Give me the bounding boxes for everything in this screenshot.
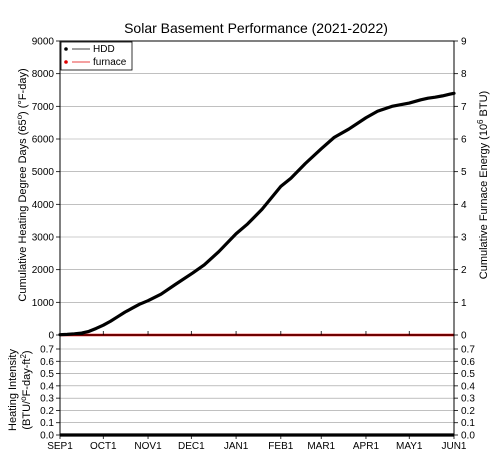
top-right-axis-label: Cumulative Furnace Energy (106 BTU) (476, 91, 490, 279)
x-tick-label: JAN1 (224, 441, 249, 452)
top-panel-frame (59, 40, 455, 336)
top-left-tick-label: 1000 (32, 298, 55, 309)
top-right-ticks: 0 1 2 3 4 5 6 7 8 9 (454, 37, 467, 342)
top-left-tick-label: 0 (48, 331, 54, 342)
bottom-left-tick-label: 0.6 (40, 357, 54, 368)
bottom-right-tick-label: 0.1 (461, 418, 475, 429)
top-left-tick-label: 8000 (32, 69, 55, 80)
x-tick-label: FEB1 (268, 441, 293, 452)
bottom-right-tick-label: 0.6 (461, 357, 475, 368)
bottom-left-tick-label: 0.7 (40, 345, 54, 356)
top-left-tick-label: 4000 (32, 200, 55, 211)
legend-furnace-label: furnace (93, 57, 127, 68)
top-panel-grid (60, 40, 454, 336)
top-right-tick-label: 5 (461, 167, 467, 178)
bottom-x-ticks: SEP1 OCT1 NOV1 DEC1 JAN1 FEB1 MAR1 APR1 MAY1 JUN1 (47, 331, 467, 452)
x-tick-label: MAY1 (396, 441, 423, 452)
x-tick-label: NOV1 (134, 441, 162, 452)
legend-box (60, 41, 133, 71)
legend-hdd-marker (64, 47, 68, 51)
bottom-left-tick-label: 0.2 (40, 406, 54, 417)
hdd-series-line (58, 91, 456, 337)
bottom-right-tick-label: 0.0 (461, 431, 475, 442)
chart-title: Solar Basement Performance (2021-2022) (124, 20, 388, 36)
top-left-tick-label: 6000 (32, 135, 55, 146)
bottom-left-tick-label: 0.3 (40, 394, 54, 405)
bottom-panel-frame (59, 334, 455, 436)
top-left-tick-label: 3000 (32, 233, 55, 244)
top-right-tick-label: 4 (461, 200, 467, 211)
x-tick-label: MAR1 (307, 441, 335, 452)
top-right-tick-label: 6 (461, 135, 467, 146)
bottom-right-tick-label: 0.4 (461, 381, 475, 392)
top-left-tick-label: 7000 (32, 102, 55, 113)
top-right-tick-label: 3 (461, 233, 467, 244)
legend-hdd-label: HDD (93, 44, 115, 55)
bottom-left-tick-label: 0.0 (40, 431, 54, 442)
top-right-tick-label: 0 (461, 331, 467, 342)
bottom-left-tick-label: 0.1 (40, 418, 54, 429)
legend: HDD furnace (60, 41, 133, 71)
x-tick-label: SEP1 (47, 441, 73, 452)
top-left-axis-label: Cumulative Heating Degree Days (65o) (°F… (15, 68, 29, 301)
x-tick-label: APR1 (353, 441, 380, 452)
top-left-tick-label: 5000 (32, 167, 55, 178)
top-left-tick-label: 9000 (32, 37, 55, 48)
top-right-tick-label: 8 (461, 69, 467, 80)
top-right-tick-label: 1 (461, 298, 467, 309)
bottom-right-tick-label: 0.7 (461, 345, 475, 356)
bottom-right-tick-label: 0.2 (461, 406, 475, 417)
bottom-left-tick-label: 0.5 (40, 369, 54, 380)
x-tick-label: OCT1 (90, 441, 117, 452)
legend-furnace-marker (64, 60, 68, 64)
bottom-right-tick-label: 0.3 (461, 394, 475, 405)
top-panel-series (58, 91, 456, 337)
top-right-tick-label: 7 (461, 102, 467, 113)
bottom-right-tick-label: 0.5 (461, 369, 475, 380)
top-left-tick-label: 2000 (32, 265, 55, 276)
bottom-right-ticks: 0.0 0.10.20.3 0.40.50.60.7 (454, 345, 475, 442)
top-right-tick-label: 9 (461, 37, 467, 48)
x-tick-label: JUN1 (441, 441, 466, 452)
bottom-left-tick-label: 0.4 (40, 381, 54, 392)
top-left-ticks: 0 1000 2000 3000 4000 5000 6000 7000 8000 9000 (32, 37, 60, 342)
bottom-axis-label-line2: (BTU/oF-day-ft2) (19, 350, 33, 429)
top-right-tick-label: 2 (461, 265, 467, 276)
bottom-axis-label-line1: Heating Intensity (7, 349, 19, 431)
bottom-panel-grid (60, 348, 454, 436)
x-tick-label: DEC1 (178, 441, 205, 452)
bottom-left-ticks: 0.0 0.10.20.3 0.40.50.60.7 (40, 345, 60, 442)
